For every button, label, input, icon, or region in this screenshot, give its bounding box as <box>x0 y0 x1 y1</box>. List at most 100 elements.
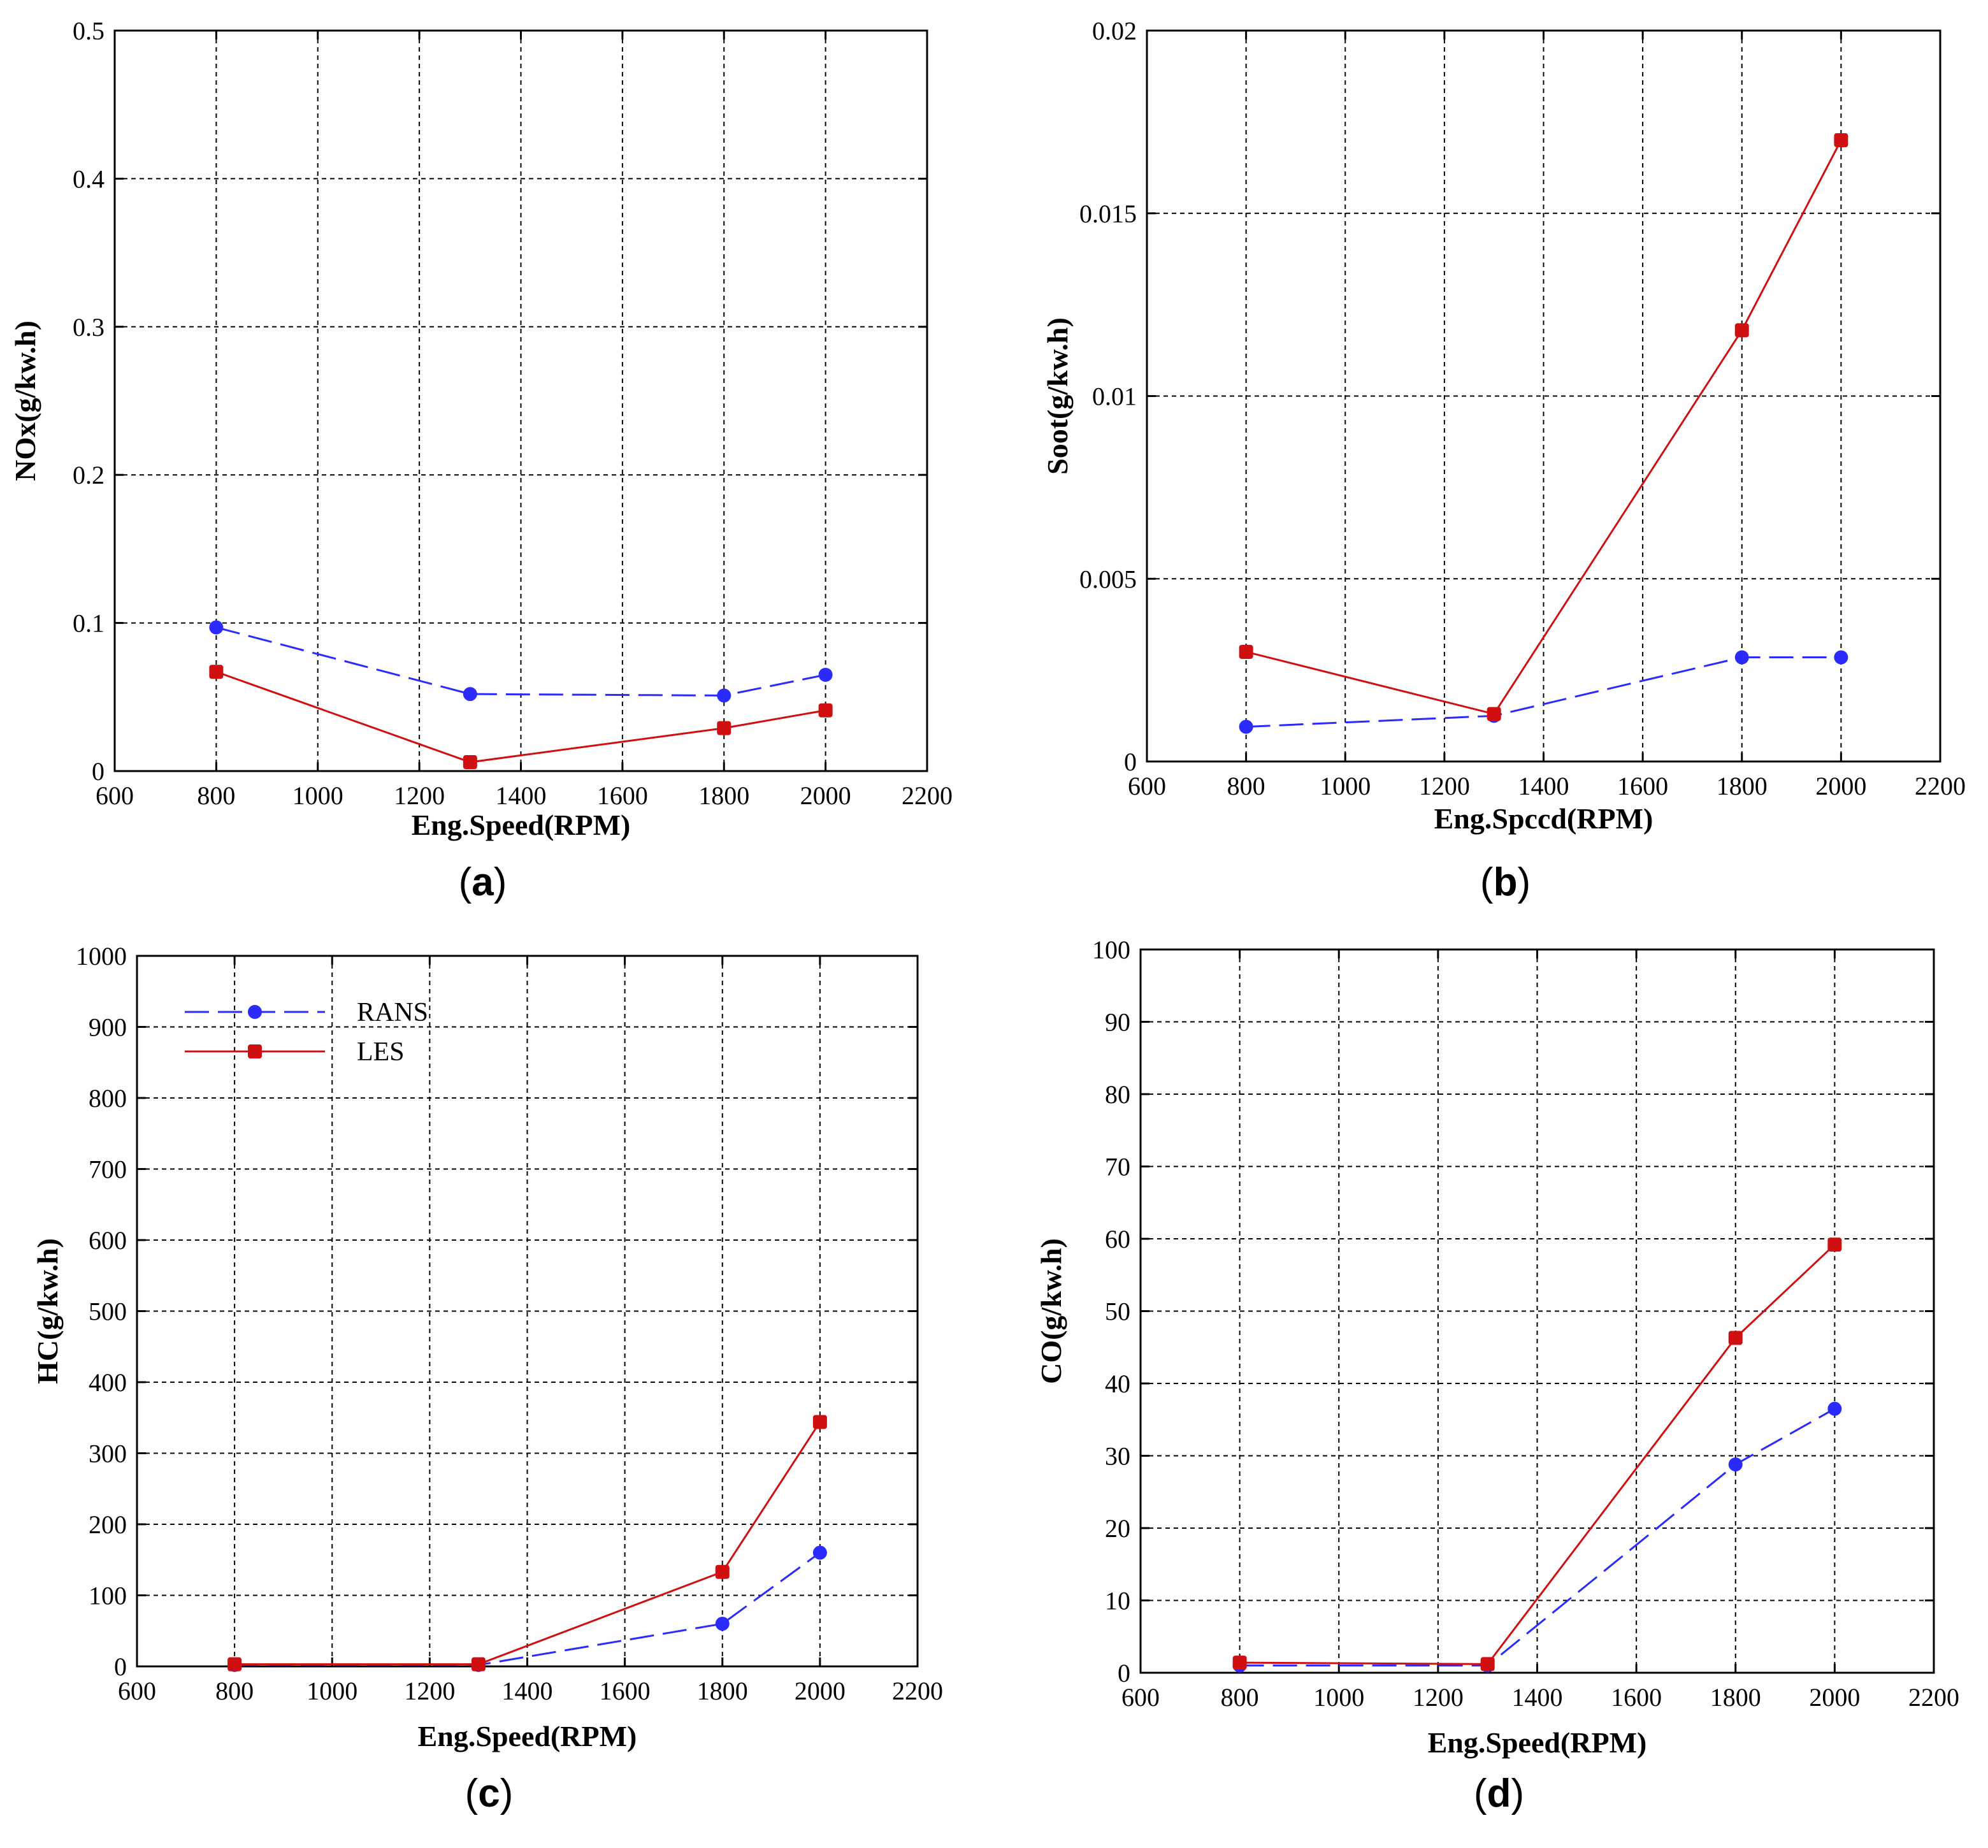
data-point-rans <box>717 688 731 703</box>
x-tick-label: 2000 <box>1809 1683 1860 1712</box>
data-point-les <box>463 755 477 770</box>
data-point-les <box>818 703 833 718</box>
data-point-rans <box>715 1617 730 1631</box>
x-tick-label: 2000 <box>800 781 851 810</box>
y-tick-label: 1000 <box>76 942 127 971</box>
data-point-rans <box>1239 719 1253 734</box>
y-tick-label: 0 <box>92 757 104 786</box>
x-axis-title: Eng.Spccd(RPM) <box>1434 802 1653 835</box>
y-tick-label: 60 <box>1105 1225 1130 1253</box>
caption-letter: d <box>1487 1772 1511 1816</box>
y-tick-label: 30 <box>1105 1442 1130 1471</box>
data-point-les <box>1480 1657 1495 1671</box>
legend-marker-rans <box>248 1005 262 1019</box>
data-point-les <box>227 1657 242 1671</box>
chart-panel-a: 600 800 1000 1200 1400 1600 1800 2000 2200 0 0.1 0.… <box>9 17 953 904</box>
caption-open-paren: ( <box>1474 1772 1487 1816</box>
x-tick-label: 1400 <box>502 1677 553 1705</box>
data-point-les <box>1728 1331 1743 1345</box>
x-tick-label: 1600 <box>1617 772 1668 800</box>
x-tick-label: 1000 <box>1320 772 1371 800</box>
y-tick-label: 0.4 <box>73 164 104 193</box>
y-tick-label: 80 <box>1105 1080 1130 1109</box>
chart-panel-d: 600 800 1000 1200 1400 1600 1800 2000 2200 0 10 20 3… <box>1035 935 1959 1816</box>
y-axis-title: NOx(g/kw.h) <box>9 321 41 481</box>
x-tick-label: 1200 <box>394 781 445 810</box>
data-point-rans <box>1734 650 1749 665</box>
series-line-rans <box>1246 656 1841 728</box>
y-tick-label: 0.02 <box>1092 17 1137 45</box>
x-tick-label: 1600 <box>1611 1683 1662 1712</box>
caption-letter: c <box>478 1772 500 1816</box>
series-line-les <box>215 670 826 763</box>
x-tick-label: 1400 <box>496 781 547 810</box>
y-tick-label: 0.3 <box>73 313 104 342</box>
y-tick-label: 50 <box>1105 1297 1130 1326</box>
series-line-rans <box>215 626 826 697</box>
x-tick-label: 600 <box>96 781 134 810</box>
x-tick-label: 1200 <box>404 1677 455 1705</box>
data-point-les <box>1834 133 1848 148</box>
panel-caption: (b) <box>1480 860 1531 904</box>
x-axis-title: Eng.Speed(RPM) <box>418 1720 637 1752</box>
y-tick-label: 500 <box>89 1297 127 1326</box>
x-tick-label: 1800 <box>1710 1683 1761 1712</box>
legend-label-rans: RANS <box>357 998 428 1027</box>
caption-close-paren: ) <box>494 860 507 904</box>
y-tick-label: 900 <box>89 1013 127 1042</box>
y-axis-title: Soot(g/kw.h) <box>1041 317 1074 475</box>
x-tick-label: 1200 <box>1413 1683 1464 1712</box>
data-point-les <box>1827 1238 1842 1252</box>
x-tick-label: 1400 <box>1512 1683 1563 1712</box>
x-tick-label: 800 <box>1227 772 1265 800</box>
y-tick-label: 400 <box>89 1368 127 1397</box>
y-tick-label: 70 <box>1105 1153 1130 1181</box>
y-tick-label: 100 <box>1092 935 1130 964</box>
chart-legend: RANS LES <box>185 998 428 1067</box>
y-tick-label: 0 <box>114 1652 127 1681</box>
data-point-rans <box>812 1545 827 1560</box>
caption-open-paren: ( <box>1480 860 1494 904</box>
x-tick-label: 1800 <box>697 1677 748 1705</box>
caption-open-paren: ( <box>459 860 472 904</box>
data-point-rans <box>1834 650 1848 665</box>
caption-letter: b <box>1494 860 1518 904</box>
data-point-les <box>1487 707 1501 721</box>
x-tick-label: 1000 <box>292 781 343 810</box>
x-tick-label: 2200 <box>892 1677 943 1705</box>
caption-close-paren: ) <box>500 1772 514 1816</box>
data-point-rans <box>209 620 224 635</box>
x-tick-label: 1400 <box>1518 772 1569 800</box>
y-tick-label: 0.1 <box>73 609 104 638</box>
legend-marker-les <box>248 1044 262 1058</box>
y-tick-label: 700 <box>89 1155 127 1184</box>
y-tick-label: 0.2 <box>73 461 104 489</box>
x-tick-label: 1000 <box>306 1677 357 1705</box>
data-point-rans <box>818 667 833 682</box>
panel-caption: (d) <box>1474 1772 1524 1816</box>
data-point-rans <box>1728 1457 1743 1472</box>
y-tick-label: 40 <box>1105 1369 1130 1398</box>
caption-open-paren: ( <box>465 1772 479 1816</box>
data-point-rans <box>1827 1401 1842 1416</box>
x-tick-label: 1600 <box>597 781 648 810</box>
series-line-rans <box>1239 1408 1836 1667</box>
y-axis-title: CO(g/kw.h) <box>1035 1238 1067 1384</box>
panel-caption: (a) <box>459 860 507 904</box>
x-tick-label: 2000 <box>795 1677 846 1705</box>
x-tick-label: 800 <box>215 1677 254 1705</box>
data-point-les <box>209 665 224 679</box>
panel-caption: (c) <box>465 1772 514 1816</box>
x-tick-label: 1600 <box>600 1677 651 1705</box>
x-tick-label: 2000 <box>1815 772 1866 800</box>
y-tick-label: 0.015 <box>1079 199 1137 228</box>
caption-letter: a <box>472 860 494 904</box>
series-line-les <box>1246 140 1842 716</box>
series-line-les <box>1239 1243 1836 1665</box>
data-point-les <box>715 1564 730 1579</box>
x-tick-label: 600 <box>1121 1683 1160 1712</box>
y-tick-label: 0 <box>1124 747 1137 776</box>
y-tick-label: 800 <box>89 1084 127 1113</box>
y-tick-label: 0.005 <box>1079 565 1137 593</box>
